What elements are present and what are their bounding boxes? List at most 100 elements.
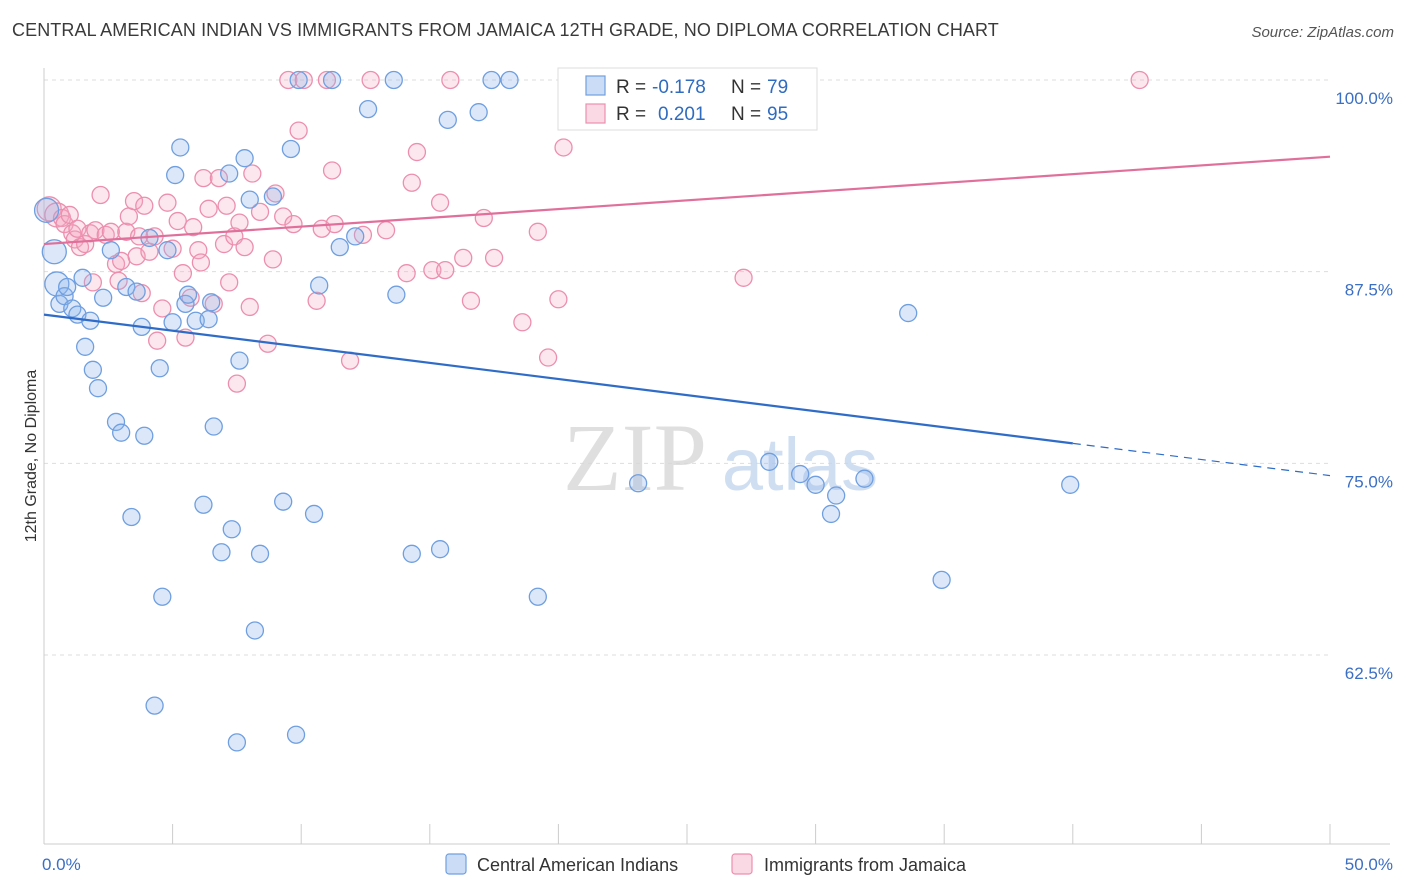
y-tick-label-3: 100.0% (1335, 89, 1393, 108)
blue-point-61 (438, 110, 457, 130)
blue-point-45 (250, 544, 270, 563)
blue-point-63 (482, 70, 501, 90)
stats-legend: R = -0.178 N = 79 R = 0.201 N = 95 (557, 67, 818, 131)
pink-point-36 (184, 218, 203, 237)
pink-point-71 (402, 173, 421, 192)
pink-point-4 (60, 205, 79, 225)
blue-point-64 (500, 70, 519, 90)
blue-point-66 (628, 474, 648, 493)
blue-point-75 (1061, 475, 1080, 494)
blue-series-points (33, 70, 1080, 752)
blue-point-46 (263, 187, 283, 206)
legend-pink-r-label: R = (616, 104, 646, 125)
blue-point-52 (310, 276, 329, 295)
blue-point-43 (240, 190, 259, 209)
pink-point-76 (441, 70, 460, 90)
blue-point-39 (222, 520, 241, 539)
bottom-legend-pink-label: Immigrants from Jamaica (764, 855, 967, 875)
watermark-zip: ZIP (563, 404, 707, 511)
pink-point-38 (191, 253, 211, 272)
blue-point-5 (57, 277, 77, 297)
pink-point-49 (235, 237, 254, 257)
blue-point-47 (274, 492, 293, 511)
pink-point-75 (436, 260, 455, 280)
bottom-legend-blue-swatch (445, 853, 467, 875)
blue-point-62 (469, 103, 488, 122)
blue-point-54 (330, 237, 349, 257)
x-tick-label-0: 0.0% (42, 855, 81, 874)
pink-point-73 (423, 260, 442, 280)
blue-point-57 (384, 70, 403, 90)
pink-point-30 (158, 193, 177, 212)
pink-point-55 (266, 184, 285, 203)
blue-point-53 (322, 70, 342, 90)
pink-point-21 (124, 191, 144, 211)
watermark-atlas: atlas (722, 423, 878, 506)
blue-point-68 (791, 464, 810, 484)
pink-point-87 (734, 268, 753, 287)
blue-point-50 (289, 70, 308, 90)
blue-point-14 (101, 241, 121, 260)
chart-title: CENTRAL AMERICAN INDIAN VS IMMIGRANTS FR… (12, 20, 999, 40)
blue-point-12 (88, 379, 108, 398)
pink-point-40 (199, 199, 218, 218)
blue-point-28 (166, 165, 185, 185)
blue-point-58 (387, 285, 406, 304)
pink-point-58 (284, 214, 303, 234)
blue-point-17 (117, 277, 136, 297)
blue-point-59 (402, 544, 421, 563)
pink-point-48 (230, 213, 249, 232)
blue-point-73 (899, 303, 918, 323)
legend-pink-swatch (585, 103, 606, 124)
blue-point-29 (171, 138, 190, 157)
pink-point-28 (148, 331, 167, 350)
blue-point-26 (158, 241, 177, 260)
blue-point-67 (760, 452, 779, 471)
pink-point-12 (86, 221, 105, 240)
blue-point-11 (83, 360, 103, 379)
y-tick-label-0: 62.5% (1345, 664, 1393, 683)
axes (43, 68, 1390, 845)
pink-point-79 (474, 208, 493, 228)
pink-point-29 (153, 299, 172, 318)
pink-point-64 (322, 161, 342, 180)
pink-point-33 (173, 264, 193, 283)
blue-point-27 (163, 313, 182, 332)
pink-point-74 (430, 193, 450, 212)
blue-point-48 (281, 139, 301, 159)
blue-point-16 (112, 423, 131, 442)
pink-point-60 (294, 70, 313, 90)
legend-blue-n-label: N = (731, 77, 761, 98)
legend-blue-swatch (585, 75, 606, 96)
blue-point-65 (528, 587, 547, 606)
pink-trend-line (43, 155, 1331, 246)
pink-series-points (36, 70, 1149, 393)
legend-blue-r-label: R = (616, 77, 646, 98)
legend-blue-n-value: 79 (767, 77, 788, 98)
blue-point-36 (204, 417, 223, 436)
blue-point-56 (358, 99, 378, 119)
x-tick-label-1: 50.0% (1345, 855, 1393, 874)
pink-point-78 (461, 291, 481, 310)
blue-point-35 (202, 293, 221, 312)
bottom-legend-pink-swatch (731, 853, 753, 875)
pink-point-9 (76, 234, 95, 254)
blue-point-74 (932, 570, 951, 590)
blue-point-25 (153, 587, 172, 606)
blue-point-37 (212, 543, 231, 562)
blue-point-19 (127, 282, 146, 301)
blue-point-69 (806, 475, 825, 494)
y-tick-label-2: 87.5% (1345, 281, 1393, 300)
blue-point-34 (199, 310, 218, 329)
blue-point-33 (194, 495, 213, 514)
blue-point-21 (135, 426, 154, 445)
pink-point-45 (220, 273, 239, 292)
blue-point-24 (150, 359, 169, 378)
blue-point-15 (106, 412, 126, 432)
pink-point-61 (307, 291, 326, 310)
legend-pink-r-value: 0.201 (658, 104, 706, 125)
blue-point-8 (73, 268, 92, 287)
pink-point-83 (538, 348, 558, 367)
pink-point-69 (376, 221, 396, 240)
pink-point-42 (209, 168, 229, 188)
